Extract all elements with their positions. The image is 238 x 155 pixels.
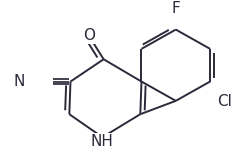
Text: Cl: Cl [217, 94, 232, 109]
Text: F: F [171, 1, 180, 16]
Text: O: O [83, 28, 95, 43]
Text: NH: NH [91, 134, 114, 149]
Text: N: N [14, 74, 25, 89]
